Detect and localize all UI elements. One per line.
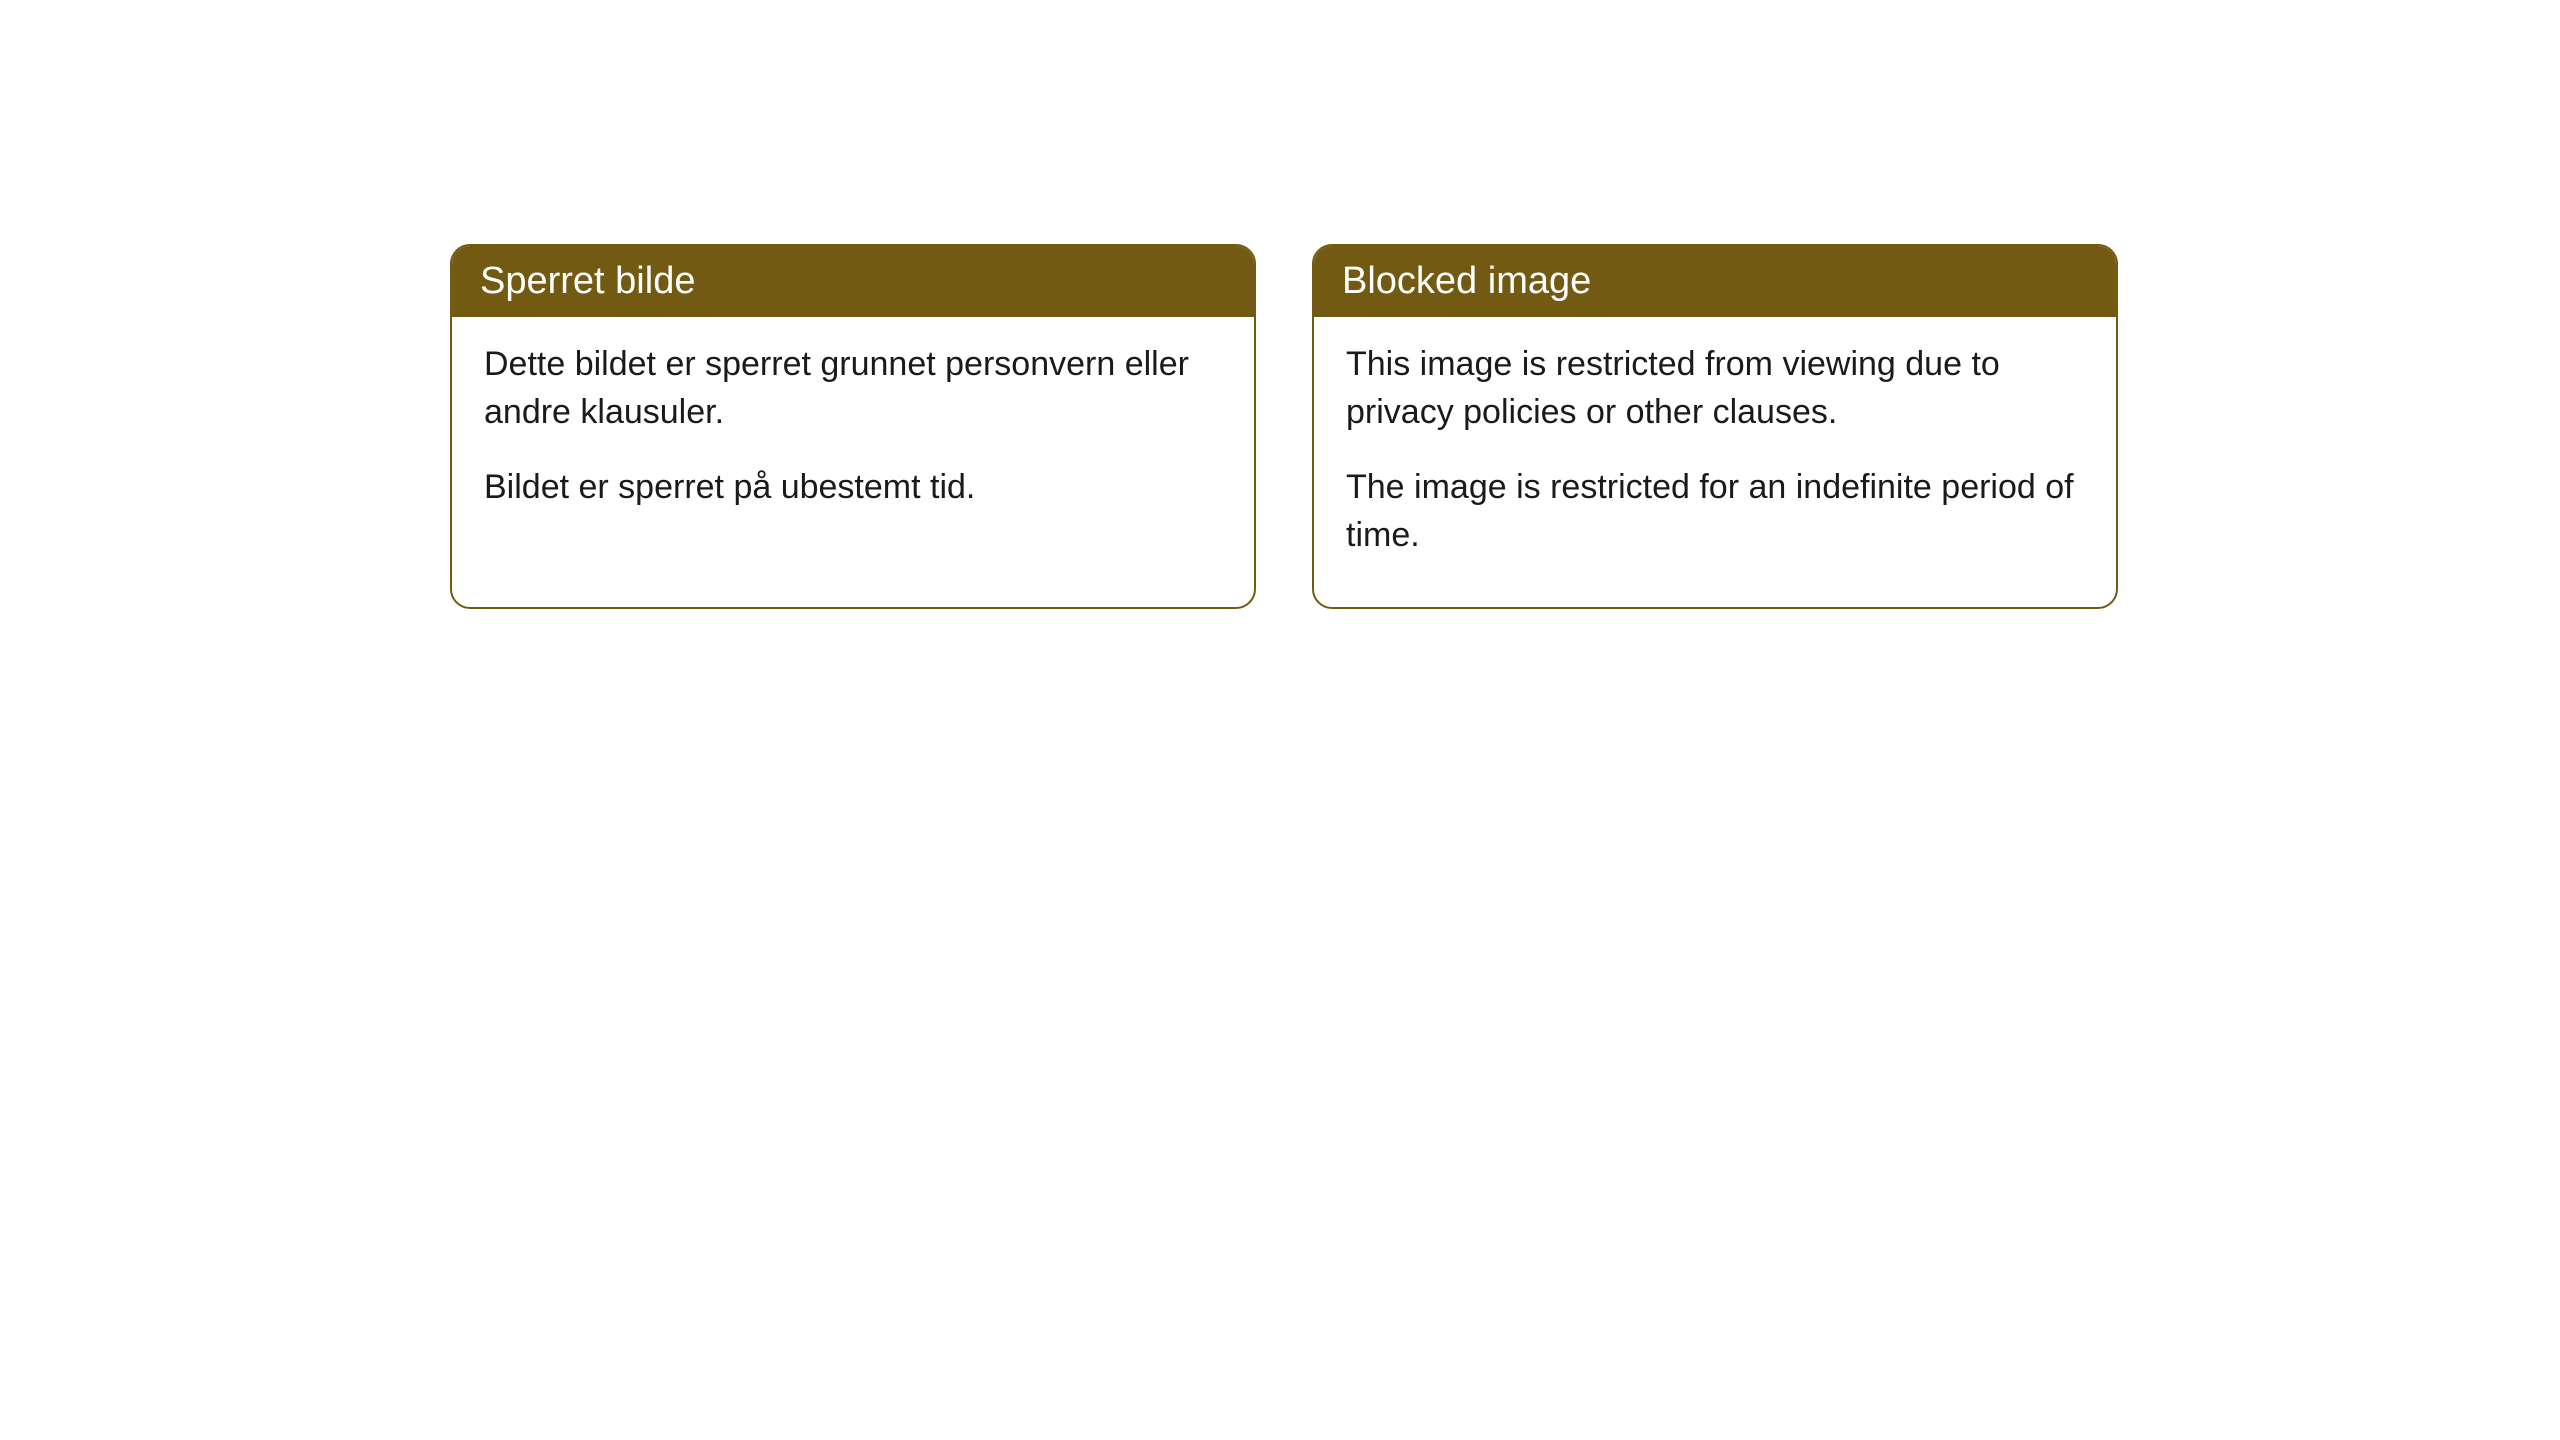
card-text-paragraph: The image is restricted for an indefinit… [1346,464,2084,559]
blocked-image-cards-container: Sperret bilde Dette bildet er sperret gr… [450,244,2118,609]
card-title: Blocked image [1342,260,1591,302]
card-body-english: This image is restricted from viewing du… [1314,317,2116,607]
blocked-image-card-norwegian: Sperret bilde Dette bildet er sperret gr… [450,244,1256,609]
card-header-english: Blocked image [1314,246,2116,317]
card-text-paragraph: Dette bildet er sperret grunnet personve… [484,341,1222,436]
card-body-norwegian: Dette bildet er sperret grunnet personve… [452,317,1254,560]
blocked-image-card-english: Blocked image This image is restricted f… [1312,244,2118,609]
card-header-norwegian: Sperret bilde [452,246,1254,317]
card-title: Sperret bilde [480,260,695,302]
card-text-paragraph: Bildet er sperret på ubestemt tid. [484,464,1222,512]
card-text-paragraph: This image is restricted from viewing du… [1346,341,2084,436]
